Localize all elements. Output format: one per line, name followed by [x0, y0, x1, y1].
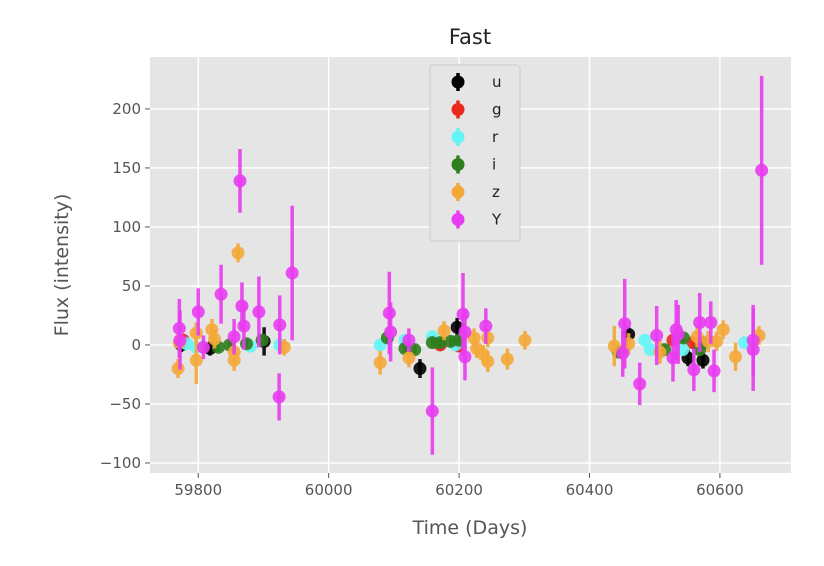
chart-title: Fast [449, 25, 491, 49]
data-point-z [402, 351, 416, 365]
data-point-Y [616, 346, 630, 360]
data-point-z [500, 352, 514, 366]
legend-label: g [492, 101, 502, 119]
data-point-Y [425, 404, 439, 418]
data-point-z [716, 323, 730, 337]
data-point-Y [173, 333, 187, 347]
data-point-Y [272, 390, 286, 404]
legend-label: z [492, 183, 500, 201]
data-point-Y [693, 316, 707, 330]
x-tick-label: 59800 [174, 481, 222, 499]
data-point-u [413, 362, 427, 376]
data-point-z [373, 356, 387, 370]
data-point-Y [458, 350, 472, 364]
legend-box [429, 64, 521, 242]
data-point-Y [458, 325, 472, 339]
data-point-Y [233, 174, 247, 188]
data-point-Y [746, 333, 760, 347]
legend-label: i [492, 156, 496, 174]
legend-marker-u [451, 75, 465, 89]
data-point-Y [479, 319, 493, 333]
x-tick-label: 60400 [566, 481, 614, 499]
data-point-z [729, 350, 743, 364]
y-tick-label: −50 [109, 395, 141, 413]
data-point-z [205, 323, 219, 337]
x-tick-label: 60600 [696, 481, 744, 499]
data-point-Y [252, 305, 266, 319]
data-point-Y [384, 325, 398, 339]
data-point-Y [650, 329, 664, 343]
data-point-Y [633, 377, 647, 391]
data-point-Y [196, 340, 210, 354]
data-point-z [189, 326, 203, 340]
legend-label: u [492, 73, 502, 91]
legend-marker-Y [451, 213, 465, 226]
data-point-z [710, 334, 724, 348]
data-point-z [518, 333, 532, 347]
data-point-Y [237, 319, 251, 333]
y-tick-label: 0 [131, 336, 141, 354]
legend-marker-z [451, 185, 465, 199]
data-point-Y [191, 305, 205, 319]
data-point-Y [214, 287, 228, 301]
legend-marker-g [451, 103, 465, 116]
y-axis-label: Flux (intensity) [51, 194, 73, 337]
legend-label: Y [491, 211, 502, 229]
data-point-Y [704, 316, 718, 330]
data-point-Y [618, 317, 632, 331]
y-tick-label: 100 [112, 218, 141, 236]
y-tick-label: −100 [100, 454, 141, 472]
legend-marker-i [451, 158, 465, 171]
series-Y [172, 75, 769, 455]
data-point-Y [707, 364, 721, 378]
data-point-z [481, 354, 495, 368]
data-point-Y [402, 333, 416, 347]
x-axis-label: Time (Days) [412, 517, 528, 539]
data-point-z [690, 330, 704, 344]
legend-marker-r [451, 130, 465, 144]
y-tick-label: 150 [112, 159, 141, 177]
data-point-Y [671, 327, 685, 341]
data-point-Y [687, 363, 701, 377]
data-point-z [481, 331, 495, 345]
x-tick-label: 60200 [435, 481, 483, 499]
data-point-Y [666, 351, 680, 365]
data-point-z [189, 353, 203, 367]
data-point-z [231, 246, 245, 260]
data-point-Y [456, 307, 470, 321]
data-point-Y [285, 266, 299, 280]
y-tick-label: 200 [112, 100, 141, 118]
data-point-r [643, 343, 657, 357]
data-point-z [437, 324, 451, 338]
data-point-u [696, 353, 710, 367]
data-point-Y [273, 318, 287, 332]
x-tick-label: 60000 [305, 481, 353, 499]
legend-label: r [492, 128, 499, 146]
data-point-Y [235, 299, 249, 313]
y-tick-label: 50 [122, 277, 141, 295]
data-point-Y [755, 163, 769, 177]
data-point-i [240, 337, 254, 351]
data-point-Y [227, 330, 241, 344]
data-point-z [171, 362, 185, 376]
